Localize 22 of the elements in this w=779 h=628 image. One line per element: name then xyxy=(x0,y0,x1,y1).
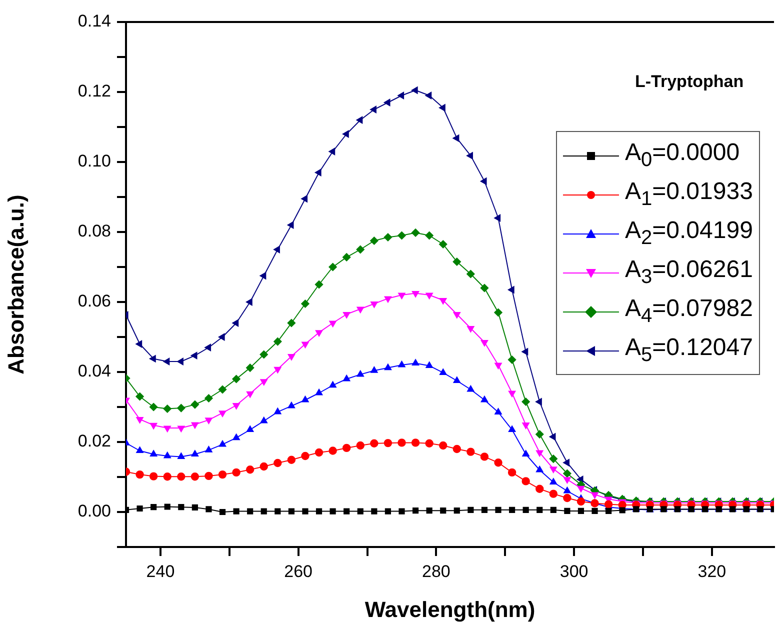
legend-label: A$_{5}$=0.12047 xyxy=(625,334,753,367)
y-tick-label: 0.04 xyxy=(78,362,111,381)
x-tick-label: 320 xyxy=(698,562,726,581)
x-tick-label: 300 xyxy=(560,562,588,581)
legend-label: A$_{2}$=0.04199 xyxy=(625,217,753,250)
annotation: L-Tryptophan xyxy=(635,72,744,92)
legend-label: A$_{0}$=0.0000 xyxy=(625,139,740,172)
legend-label: A$_{4}$=0.07982 xyxy=(625,295,753,328)
y-tick-label: 0.10 xyxy=(78,152,111,171)
x-tick-label: 260 xyxy=(284,562,313,581)
x-tick-label: 240 xyxy=(146,562,175,581)
legend-label: A$_{1}$=0.01933 xyxy=(625,178,753,211)
y-tick-label: 0.00 xyxy=(78,502,111,521)
y-tick-label: 0.02 xyxy=(78,432,111,451)
x-axis-title: Wavelength(nm) xyxy=(364,596,536,622)
y-tick-label: 0.12 xyxy=(78,82,111,101)
y-axis-title: Absorbance(a.u.) xyxy=(3,194,28,374)
y-tick-label: 0.06 xyxy=(78,292,111,311)
legend-label: A$_{3}$=0.06261 xyxy=(625,256,753,289)
y-tick-label: 0.14 xyxy=(78,12,111,31)
y-tick-label: 0.08 xyxy=(78,222,111,241)
x-tick-label: 280 xyxy=(422,562,450,581)
